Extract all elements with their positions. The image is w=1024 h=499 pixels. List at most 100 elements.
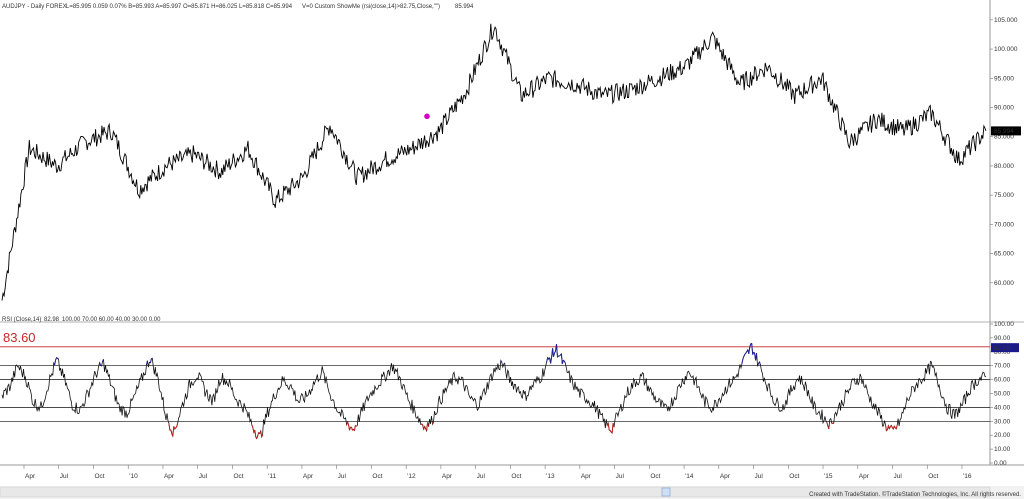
x-tick-label: Apr (442, 473, 453, 480)
rsi-overbought-segment (503, 362, 506, 365)
rsi-oversold-segment (353, 425, 356, 431)
rsi-oversold-segment (420, 423, 423, 425)
horizontal-scrollbar[interactable] (0, 486, 991, 498)
study-value: 85.994 (455, 4, 474, 10)
rsi-overbought-segment (745, 351, 748, 354)
rsi-overbought-segment (550, 357, 553, 364)
rsi-oversold-segment (170, 429, 173, 435)
price-panel (0, 0, 990, 322)
rsi-overbought-segment (748, 347, 751, 354)
x-tick-label: '15 (824, 473, 833, 480)
rsi-oversold-segment (424, 426, 427, 429)
rsi-oversold-segment (612, 422, 615, 428)
rsi-levels: 100.00 70.00 60.00 40.00 30.00 0.00 (62, 317, 161, 323)
x-tick-label: Oct (650, 473, 660, 480)
rsi-oversold-segment (890, 425, 893, 428)
rsi-overbought-segment (743, 354, 746, 357)
price-series (1, 23, 987, 301)
rsi-oversold-segment (827, 425, 830, 430)
rsi-series (1, 342, 987, 440)
x-tick-label: Apr (303, 473, 314, 480)
rsi-oversold-segment (261, 434, 264, 438)
last-value-tags: 85.994 82.98 (991, 126, 1021, 353)
rsi-tick-label: 80.00 (994, 349, 1011, 356)
x-tick-label: Apr (859, 473, 870, 480)
rsi-overbought-segment (15, 364, 17, 366)
rsi-oversold-segment (254, 429, 257, 438)
x-tick-label: Jul (755, 473, 764, 480)
x-tick-label: '14 (685, 473, 694, 480)
x-tick-label: '16 (963, 473, 972, 480)
x-axis: Apr Jul Oct '10 Apr Jul Oct '11 Apr Jul Oct '12 Apr J… (23, 465, 972, 480)
price-tick-label: 65.000 (994, 251, 1014, 258)
rsi-oversold-segment (175, 426, 178, 429)
rsi-overbought-segment (102, 359, 104, 362)
rsi-oversold-segment (174, 427, 177, 430)
x-tick-label: Jul (60, 473, 69, 480)
rsi-oversold-segment (347, 422, 349, 425)
rsi-oversold-segment (172, 426, 175, 437)
price-tick-label: 85.000 (994, 134, 1014, 141)
rsi-oversold-segment (251, 424, 254, 428)
footer-credit: Created with TradeStation. ©TradeStation… (809, 491, 1021, 498)
rsi-label: RSI (Close,14) (2, 317, 41, 323)
price-axis: 105.000 100.000 95.000 90.000 85.000 80.000 75… (990, 17, 1018, 287)
rsi-tick-label: 70.00 (994, 363, 1011, 370)
x-tick-label: Oct (511, 473, 521, 480)
rsi-oversold-segment (421, 423, 424, 426)
showme-marker (424, 113, 430, 120)
x-tick-label: Oct (233, 473, 243, 480)
x-tick-label: Oct (94, 473, 104, 480)
rsi-overbought-segment (552, 348, 554, 357)
rsi-last-tag (991, 343, 1019, 353)
rsi-overbought-segment (562, 359, 565, 362)
rsi-oversold-segment (895, 425, 898, 430)
rsi-tick-label: 100.00 (994, 321, 1014, 328)
x-tick-label: Apr (581, 473, 592, 480)
rsi-tick-label: 20.00 (994, 432, 1011, 439)
rsi-overbought-segment (554, 351, 556, 354)
rsi-oversold-segment (427, 422, 430, 427)
price-tick-label: 90.000 (994, 104, 1014, 111)
rsi-overbought-segment (930, 360, 932, 363)
rsi-overbought-segment (56, 357, 58, 359)
rsi-overbought-segment (561, 360, 564, 365)
rsi-overbought-segment (741, 358, 744, 364)
rsi-tick-label: 90.00 (994, 335, 1011, 342)
price-tick-label: 80.000 (994, 163, 1014, 170)
rsi-oversold-segment (886, 429, 888, 432)
rsi-last-value: 82.98 (994, 345, 1011, 352)
rsi-oversold-segment (176, 422, 179, 427)
rsi-overbought-segment (742, 356, 745, 360)
scrollbar-thumb[interactable] (661, 487, 671, 497)
x-tick-label: '11 (268, 473, 276, 480)
price-tick-label: 60.000 (994, 280, 1014, 287)
price-line (1, 23, 987, 301)
rsi-value: 82.98 (44, 317, 60, 323)
rsi-overbought-segment (146, 360, 148, 365)
rsi-overbought-segment (149, 358, 152, 363)
rsi-tick-label: 30.00 (994, 418, 1011, 425)
rsi-oversold-segment (608, 429, 611, 432)
x-tick-label: Oct (372, 473, 382, 480)
x-tick-label: Jul (616, 473, 625, 480)
rsi-oversold-segment (355, 425, 357, 427)
rsi-oversold-segment (893, 425, 896, 428)
rsi-tick-label: 60.00 (994, 377, 1011, 384)
rsi-oversold-segment (168, 423, 171, 431)
x-tick-label: Apr (164, 473, 175, 480)
x-tick-label: Apr (720, 473, 731, 480)
price-tick-label: 95.000 (994, 75, 1014, 82)
study-label: V=0 Custom ShowMe (rsi(close,14)>82.75,C… (302, 4, 440, 10)
rsi-annotation: 83.60 (3, 330, 36, 345)
rsi-overbought-segment (151, 357, 153, 360)
ohlc-readout: L=85.995 0.059 0.07% B=85.993 A=85.997 O… (66, 4, 293, 10)
rsi-tick-label: 50.00 (994, 391, 1011, 398)
rsi-overbought-segment (557, 355, 559, 358)
rsi-reference-lines (0, 346, 990, 422)
x-tick-label: Jul (894, 473, 903, 480)
rsi-overbought-segment (563, 360, 566, 364)
rsi-overbought-segment (553, 352, 555, 357)
rsi-oversold-segment (607, 423, 610, 431)
